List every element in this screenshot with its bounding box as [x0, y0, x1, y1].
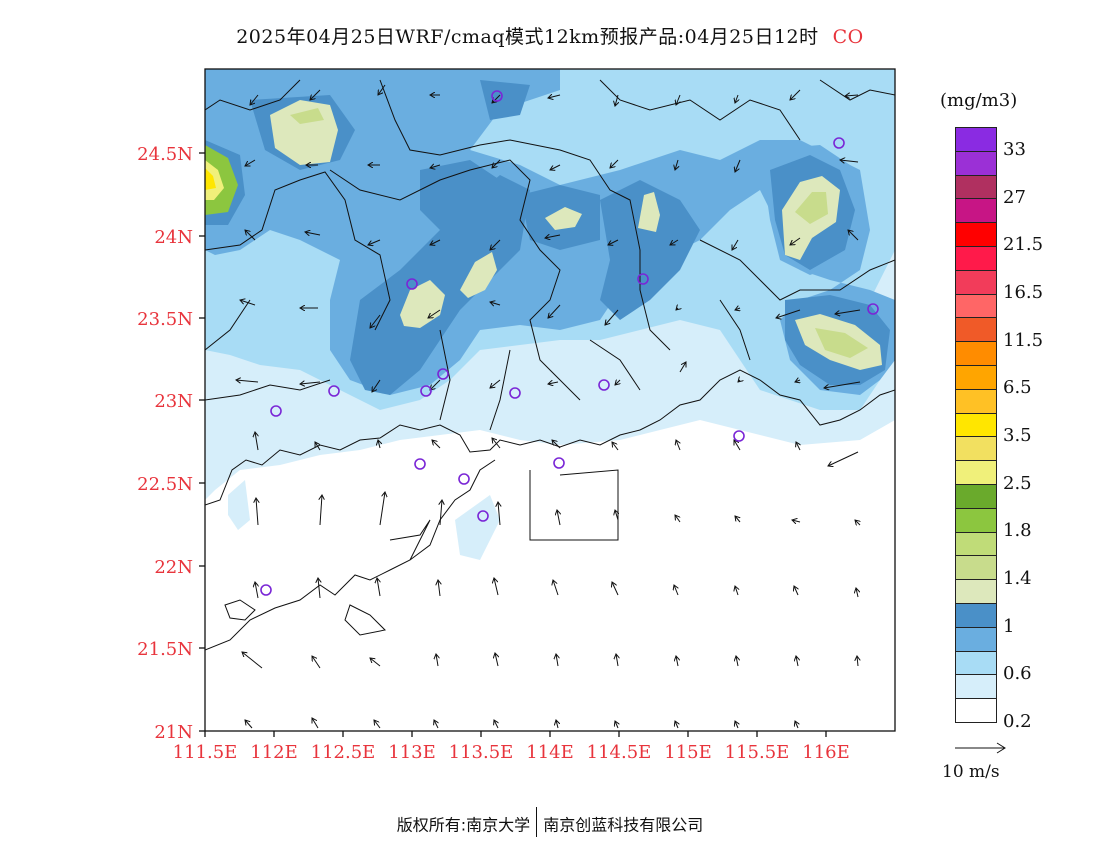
station-marker[interactable] [491, 90, 503, 102]
legend-swatch [956, 199, 996, 224]
legend-swatch [956, 413, 996, 438]
station-marker[interactable] [328, 385, 340, 397]
boundary-lines [205, 79, 895, 651]
legend-label: 27 [1003, 186, 1026, 208]
lat-label: 22.5N [137, 474, 193, 495]
legend-label: 1.4 [1003, 567, 1032, 589]
concentration-field [205, 69, 895, 731]
station-marker[interactable] [414, 458, 426, 470]
station-marker[interactable] [458, 473, 470, 485]
copyright-left: 版权所有:南京大学 [396, 815, 531, 835]
legend-swatch [956, 580, 996, 604]
station-marker[interactable] [420, 385, 432, 397]
legend-swatch [956, 128, 996, 152]
legend-swatch [956, 675, 996, 700]
legend-swatch [956, 651, 996, 676]
copyright-right: 南京创蓝科技有限公司 [543, 815, 704, 835]
legend-swatch [956, 365, 996, 390]
lon-label: 112E [250, 742, 298, 763]
legend-label: 1.8 [1003, 520, 1032, 542]
wind-reference-label: 10 m/s [942, 762, 1000, 782]
legend-label: 0.6 [1003, 663, 1032, 685]
legend-swatch [956, 532, 996, 557]
lat-label: 24.5N [137, 144, 193, 165]
footer-copyright: 版权所有:南京大学 南京创蓝科技有限公司 [0, 807, 1100, 841]
lon-label: 115E [664, 742, 712, 763]
legend-label: 33 [1003, 138, 1026, 160]
legend-label: 6.5 [1003, 377, 1032, 399]
station-marker[interactable] [553, 457, 565, 469]
station-marker[interactable] [477, 510, 489, 522]
station-marker[interactable] [867, 303, 879, 315]
legend-swatch [956, 508, 996, 533]
color-legend [955, 127, 997, 723]
legend-label: 1 [1003, 615, 1015, 637]
lon-label: 113E [388, 742, 436, 763]
lat-label: 22N [154, 557, 193, 578]
lat-label: 23N [154, 391, 193, 412]
station-marker[interactable] [509, 387, 521, 399]
lon-label: 112.5E [311, 742, 376, 763]
lon-label: 116E [802, 742, 850, 763]
map-title: 2025年04月25日WRF/cmaq模式12km预报产品:04月25日12时 C… [0, 22, 1100, 49]
legend-swatch [956, 461, 996, 485]
lat-label: 21N [154, 722, 193, 743]
legend-label: 21.5 [1003, 234, 1044, 256]
wind-reference-arrow [955, 742, 1006, 754]
station-marker[interactable] [270, 405, 282, 417]
legend-swatch [956, 484, 996, 509]
station-marker[interactable] [637, 273, 649, 285]
legend-swatch [956, 627, 996, 652]
station-marker[interactable] [406, 278, 418, 290]
legend-swatch [956, 389, 996, 414]
lat-label: 24N [154, 227, 193, 248]
footer-separator [536, 807, 538, 837]
legend-swatch [956, 603, 996, 628]
legend-swatch [956, 175, 996, 200]
legend-unit: (mg/m3) [940, 90, 1018, 111]
legend-swatch [956, 246, 996, 271]
station-markers [260, 90, 879, 596]
legend-label: 2.5 [1003, 472, 1032, 494]
station-marker[interactable] [833, 137, 845, 149]
station-marker[interactable] [260, 584, 272, 596]
legend-label: 3.5 [1003, 424, 1032, 446]
legend-swatch [956, 270, 996, 295]
station-marker[interactable] [733, 430, 745, 442]
lat-label: 21.5N [137, 639, 193, 660]
legend-swatch [956, 294, 996, 319]
lon-label: 114.5E [587, 742, 652, 763]
legend-label: 0.2 [1003, 711, 1032, 732]
lon-label: 115.5E [725, 742, 790, 763]
lon-label: 111.5E [173, 742, 238, 763]
legend-swatch [956, 151, 996, 176]
lat-label: 23.5N [137, 309, 193, 330]
legend-swatch [956, 699, 996, 722]
legend-swatch [956, 342, 996, 366]
station-marker[interactable] [437, 368, 449, 380]
variable-label: CO [832, 26, 864, 48]
legend-swatch [956, 223, 996, 247]
lat-axis-labels: 24.5N 24N 23.5N 23N 22.5N 22N 21.5N 21N [137, 144, 193, 743]
legend-label: 11.5 [1003, 329, 1044, 351]
title-text: 2025年04月25日WRF/cmaq模式12km预报产品:04月25日12时 [236, 26, 819, 48]
wind-vectors [236, 84, 860, 729]
lon-label: 114E [526, 742, 574, 763]
lon-axis-labels: 111.5E 112E 112.5E 113E 113.5E 114E 114.… [173, 742, 850, 763]
axis-ticks [199, 152, 827, 737]
legend-swatch [956, 556, 996, 581]
legend-label: 16.5 [1003, 281, 1044, 303]
station-marker[interactable] [598, 379, 610, 391]
lon-label: 113.5E [449, 742, 514, 763]
legend-swatch [956, 318, 996, 343]
legend-swatch [956, 437, 996, 462]
